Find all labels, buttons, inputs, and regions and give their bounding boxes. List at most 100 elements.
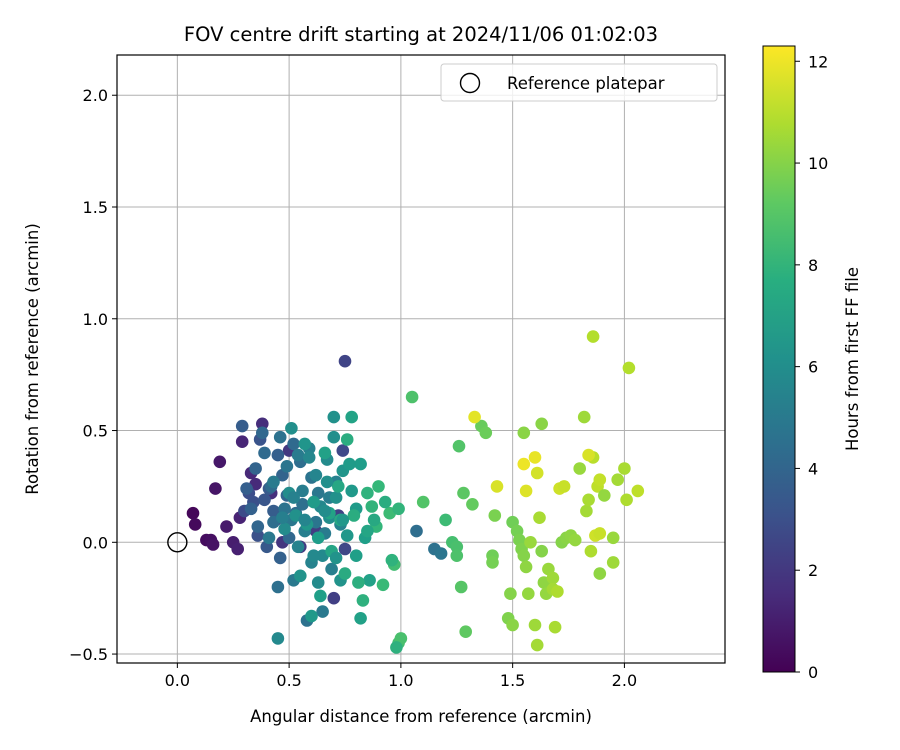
data-point [327, 591, 341, 605]
data-point [278, 522, 291, 536]
data-point [325, 562, 338, 576]
data-point [557, 480, 571, 493]
data-point [454, 580, 468, 594]
data-point [582, 493, 595, 507]
data-point [298, 437, 312, 451]
data-point [367, 513, 381, 527]
legend: Reference platepar [440, 63, 718, 102]
data-point [378, 495, 392, 509]
data-point [349, 549, 363, 562]
data-point [450, 549, 464, 562]
data-point [280, 460, 294, 473]
data-point [519, 560, 533, 574]
data-point [548, 620, 562, 634]
data-point [332, 480, 345, 493]
data-point [606, 556, 620, 569]
data-point [206, 538, 220, 551]
data-point [291, 448, 305, 462]
data-point [267, 475, 280, 489]
data-point [466, 498, 479, 511]
colorbar-ticks: 0 2 4 6 8 10 12 [795, 52, 828, 682]
data-point [338, 354, 352, 368]
data-point [345, 484, 359, 498]
data-point [276, 511, 289, 524]
y-tick-label: 0.5 [83, 422, 108, 441]
chart-title: FOV centre drift starting at 2024/11/06 … [184, 23, 658, 46]
y-tick-label: 1.5 [83, 198, 108, 217]
data-point [620, 493, 633, 507]
data-point [318, 504, 332, 518]
data-point [568, 533, 582, 547]
y-tick-label: 2.0 [83, 86, 108, 105]
data-point [316, 605, 329, 618]
data-point [551, 585, 564, 598]
data-point [307, 495, 321, 509]
data-point [356, 594, 370, 607]
data-point [235, 419, 249, 433]
data-point [294, 569, 307, 583]
data-point [468, 410, 481, 424]
data-point [336, 513, 350, 527]
data-point [459, 625, 473, 638]
data-point [329, 491, 343, 504]
x-axis-label: Angular distance from reference (arcmin) [250, 707, 592, 726]
data-point [305, 609, 318, 623]
data-point [622, 361, 636, 375]
data-point [258, 446, 271, 460]
data-point [209, 482, 222, 495]
data-point [490, 480, 504, 493]
colorbar [762, 45, 796, 673]
data-point [530, 466, 544, 480]
data-point [343, 457, 356, 471]
data-point [262, 531, 276, 545]
grid [117, 55, 725, 663]
data-point [535, 417, 548, 431]
data-point [390, 641, 403, 654]
y-tick-label: 0.0 [83, 533, 108, 552]
data-point [506, 618, 519, 632]
x-tick-label: 1.0 [388, 671, 413, 690]
data-point [307, 549, 321, 562]
data-point [606, 531, 620, 545]
data-point [188, 518, 202, 531]
data-point [251, 529, 265, 542]
data-point [533, 511, 546, 524]
data-point [354, 457, 367, 471]
data-point [439, 513, 452, 527]
data-point [372, 480, 385, 493]
colorbar-tick-label: 8 [808, 256, 818, 275]
data-point [255, 417, 269, 431]
data-point [580, 504, 593, 518]
colorbar-tick-label: 10 [808, 154, 828, 173]
data-point [327, 410, 341, 424]
x-tick-label: 0.0 [165, 671, 190, 690]
colorbar-tick-label: 2 [808, 561, 818, 580]
colorbar-tick-label: 4 [808, 459, 818, 478]
reference-platepar-marker [167, 532, 188, 553]
data-point [336, 444, 350, 457]
data-point [434, 547, 448, 560]
data-point [631, 484, 645, 498]
data-point [535, 544, 548, 558]
x-axis-ticks: 0.0 0.5 1.0 1.5 2.0 [165, 663, 637, 690]
legend-label-reference-platepar: Reference platepar [507, 74, 665, 93]
data-point [311, 531, 325, 545]
data-point [517, 457, 531, 471]
data-point [416, 495, 430, 509]
data-point [584, 544, 598, 558]
data-point [318, 446, 332, 460]
data-point [273, 551, 287, 565]
legend-reference-marker [459, 72, 481, 94]
data-point [273, 430, 287, 444]
colorbar-tick-label: 6 [808, 358, 818, 377]
data-point [311, 576, 325, 589]
data-point [457, 486, 470, 500]
data-point [504, 587, 517, 600]
data-point [354, 612, 367, 625]
data-point [410, 524, 423, 538]
data-point [528, 451, 542, 464]
legend-box [440, 63, 718, 102]
x-tick-label: 2.0 [612, 671, 637, 690]
data-point [361, 524, 374, 538]
